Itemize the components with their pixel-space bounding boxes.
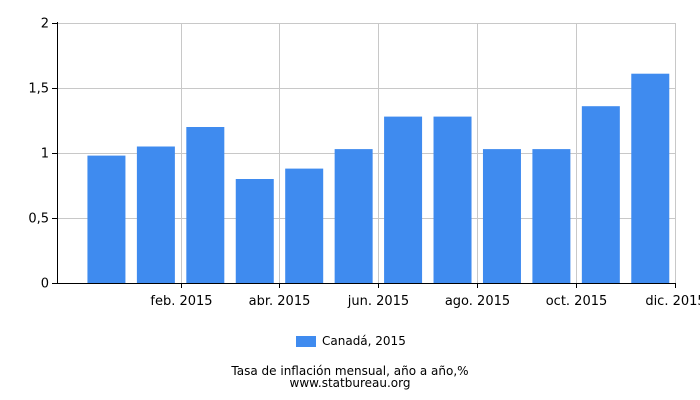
source-label: www.statbureau.org	[289, 376, 411, 390]
axes	[52, 22, 676, 288]
bar	[581, 106, 620, 283]
tick-labels: 0 0,5 1 1,5 2 feb. 2015 abr. 2015 jun. 2015 ago.…	[28, 17, 700, 310]
bar	[433, 116, 472, 283]
bar	[482, 149, 521, 283]
y-tick-label: 1,5	[28, 82, 49, 97]
bar	[87, 155, 126, 283]
bars	[87, 73, 670, 283]
legend-swatch	[296, 335, 316, 347]
x-tick-label: feb. 2015	[150, 294, 212, 309]
bar	[384, 116, 423, 283]
bar	[285, 168, 324, 283]
y-tick-label: 1	[41, 147, 49, 162]
y-tick-label: 2	[41, 17, 49, 32]
x-tick-label: ago. 2015	[445, 294, 510, 309]
bar	[532, 149, 571, 283]
legend: Canadá, 2015	[296, 333, 406, 349]
y-tick-label: 0,5	[28, 212, 49, 227]
bar	[235, 179, 274, 283]
legend-label: Canadá, 2015	[322, 334, 406, 348]
bar	[334, 149, 373, 283]
x-tick-label: dic. 2015	[645, 294, 700, 309]
y-tick-label: 0	[41, 277, 49, 292]
bar	[631, 73, 670, 283]
x-tick-label: jun. 2015	[347, 294, 409, 309]
bar	[186, 127, 225, 283]
chart-title: Tasa de inflación mensual, año a año,%	[231, 364, 469, 378]
x-tick-label: abr. 2015	[249, 294, 311, 309]
x-tick-label: oct. 2015	[546, 294, 608, 309]
bar	[136, 146, 175, 283]
